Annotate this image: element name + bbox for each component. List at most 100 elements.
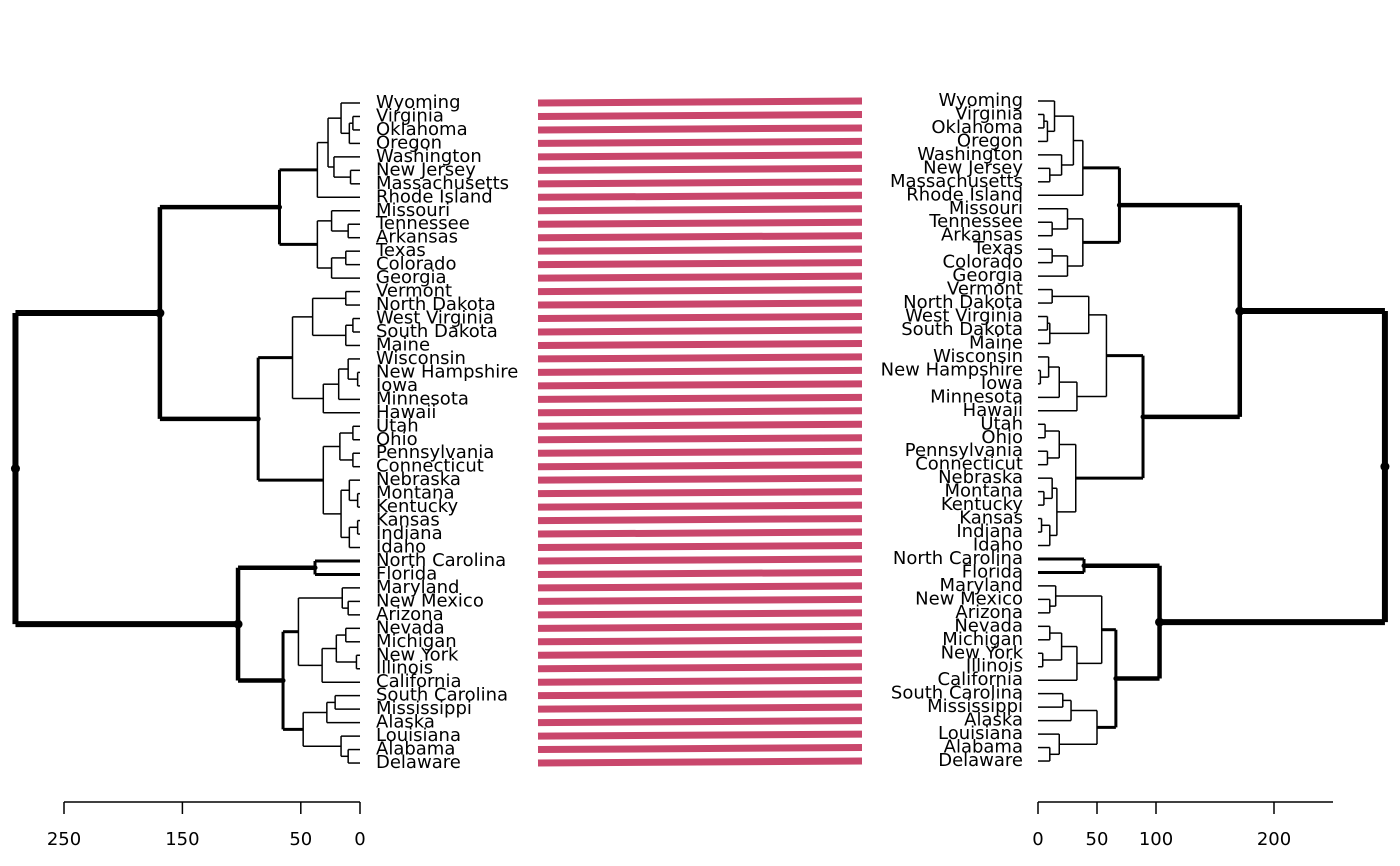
connector xyxy=(537,730,863,740)
leaf-label: Tennessee xyxy=(375,213,470,234)
connector xyxy=(537,622,863,632)
leaf-label: Alaska xyxy=(964,710,1023,731)
leaf-label: Pennsylvania xyxy=(376,442,494,463)
leaf-label: Delaware xyxy=(938,750,1023,771)
connector xyxy=(537,542,863,552)
leaf-label: Connecticut xyxy=(915,454,1023,475)
x-tick-label: 0 xyxy=(1032,829,1043,850)
leaf-label: Oregon xyxy=(376,132,442,153)
leaf-label: Florida xyxy=(376,563,437,584)
connector xyxy=(537,164,863,174)
connector xyxy=(537,151,863,161)
leaf-label: Iowa xyxy=(981,373,1023,394)
connector xyxy=(537,717,863,727)
connector xyxy=(537,676,863,686)
leaf-label: South Dakota xyxy=(901,319,1023,340)
leaf-label: Louisiana xyxy=(376,725,461,746)
leaf-label: Idaho xyxy=(376,537,426,558)
leaf-label: Maryland xyxy=(376,577,459,598)
connector xyxy=(537,259,863,269)
x-tick-label: 200 xyxy=(1257,829,1291,850)
connector xyxy=(537,488,863,498)
leaf-label: Vermont xyxy=(947,279,1023,300)
connector xyxy=(537,649,863,659)
leaf-label: Wisconsin xyxy=(376,348,466,369)
x-tick-label: 0 xyxy=(354,829,365,850)
connector xyxy=(537,744,863,754)
leaf-label: Utah xyxy=(376,415,419,436)
leaf-label: Kentucky xyxy=(376,496,459,517)
leaf-label: Washington xyxy=(376,146,482,167)
leaf-label: Alaska xyxy=(376,712,435,733)
connector xyxy=(537,124,863,134)
leaf-label: Arkansas xyxy=(941,225,1023,246)
leaf-label: Maine xyxy=(376,334,430,355)
connector xyxy=(537,313,863,323)
x-tick-label: 250 xyxy=(47,829,81,850)
connector xyxy=(537,366,863,376)
x-tick-label: 150 xyxy=(165,829,199,850)
x-tick-label: 50 xyxy=(1086,829,1109,850)
connector xyxy=(537,110,863,120)
leaf-label: Massachusetts xyxy=(376,173,509,194)
leaf-label: Virginia xyxy=(955,103,1023,124)
connector xyxy=(537,299,863,309)
leaf-label: California xyxy=(376,671,461,692)
leaf-label: Oregon xyxy=(957,130,1023,151)
connector xyxy=(537,663,863,673)
node-dot xyxy=(10,464,20,474)
connector xyxy=(537,232,863,242)
leaf-label: Michigan xyxy=(376,631,457,652)
leaf-label: North Dakota xyxy=(903,292,1023,313)
connector xyxy=(537,703,863,713)
connector xyxy=(537,568,863,578)
leaf-label: North Carolina xyxy=(893,548,1023,569)
leaf-label: Hawaii xyxy=(963,400,1023,421)
connector xyxy=(537,528,863,538)
connector xyxy=(537,137,863,147)
leaf-label: New Hampshire xyxy=(881,359,1023,380)
connector xyxy=(537,461,863,471)
leaf-label: Alabama xyxy=(944,737,1023,758)
leaf-label: Minnesota xyxy=(930,386,1023,407)
leaf-label: Louisiana xyxy=(938,723,1023,744)
leaf-label: Montana xyxy=(376,483,454,504)
leaf-label: Rhode Island xyxy=(376,186,493,207)
leaf-label: Illinois xyxy=(966,656,1023,677)
leaf-label: Nebraska xyxy=(938,467,1023,488)
leaf-label: Kansas xyxy=(376,510,440,531)
connector xyxy=(537,205,863,215)
connector xyxy=(537,191,863,201)
leaf-label: Colorado xyxy=(376,254,456,275)
leaf-label: Kansas xyxy=(959,508,1023,529)
leaf-label: Indiana xyxy=(956,521,1023,542)
connector xyxy=(537,272,863,282)
connector xyxy=(537,690,863,700)
leaf-label: Alabama xyxy=(376,739,455,760)
leaf-label: New Mexico xyxy=(915,588,1023,609)
leaf-label: Connecticut xyxy=(376,456,484,477)
leaf-label: Illinois xyxy=(376,658,433,679)
leaf-label: New York xyxy=(941,642,1024,663)
x-tick-label: 50 xyxy=(289,829,312,850)
connector xyxy=(537,380,863,390)
connector xyxy=(537,245,863,255)
leaf-label: New Jersey xyxy=(376,159,476,180)
leaf-label: New York xyxy=(376,644,459,665)
leaf-label: Nevada xyxy=(376,617,445,638)
connector xyxy=(537,339,863,349)
leaf-label: Pennsylvania xyxy=(905,440,1023,461)
connector xyxy=(537,595,863,605)
connector xyxy=(537,97,863,107)
leaf-label: Delaware xyxy=(376,752,461,773)
connector xyxy=(537,515,863,525)
connector xyxy=(537,757,863,767)
leaf-label: Maryland xyxy=(940,575,1023,596)
leaf-label: Missouri xyxy=(949,198,1023,219)
leaf-label: Ohio xyxy=(981,427,1023,448)
leaf-label: Wyoming xyxy=(376,92,461,113)
leaf-label: Utah xyxy=(980,413,1023,434)
leaf-label: Nebraska xyxy=(376,469,461,490)
leaf-label: New Hampshire xyxy=(376,361,518,382)
